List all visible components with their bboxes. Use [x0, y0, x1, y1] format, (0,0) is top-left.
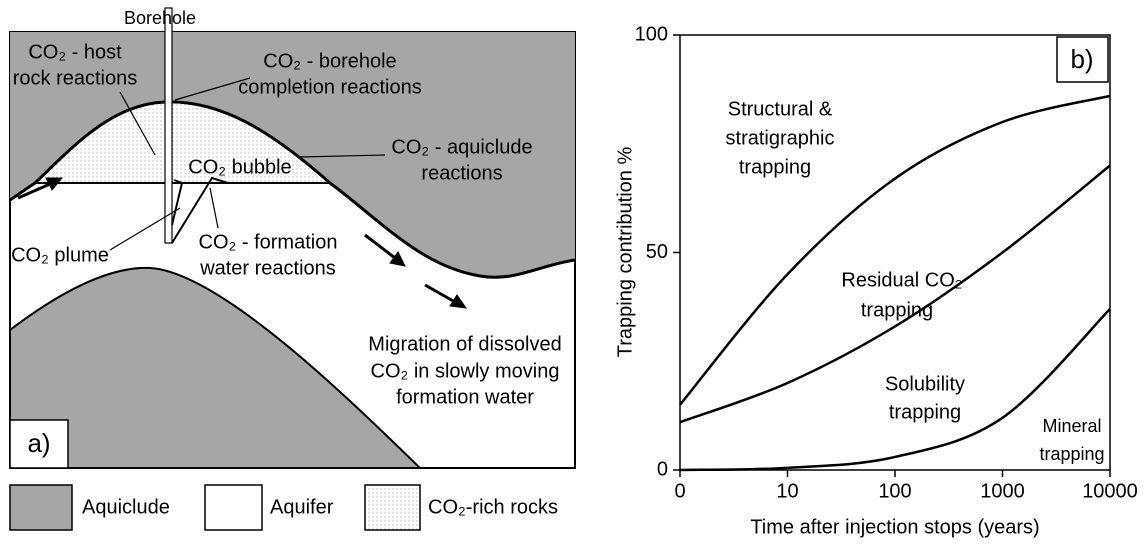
borehole-label: Borehole: [124, 8, 196, 28]
migration-label: Migration of dissolved: [368, 333, 561, 355]
migration-label: CO₂ in slowly moving: [371, 360, 560, 382]
plume-label: CO₂ plume: [11, 244, 109, 266]
lower-aquiclude: [9, 266, 423, 469]
flow-arrows: [17, 177, 468, 309]
co2-rich-rocks: [35, 101, 330, 183]
completion-label: completion reactions: [238, 76, 421, 98]
region-label: stratigraphic: [726, 127, 835, 149]
legend-swatch: [9, 484, 73, 531]
host-rock-label: rock reactions: [13, 67, 138, 89]
region-label: trapping: [739, 156, 811, 178]
borehole: [164, 7, 173, 244]
trapping-curve: [679, 308, 1111, 472]
region-label: Mineral: [1042, 416, 1101, 436]
x-tick-label: 10: [776, 480, 798, 502]
x-tick-label: 100: [878, 480, 911, 502]
y-tick-label: 0: [657, 458, 668, 480]
aquiclude-boundary: [9, 100, 576, 279]
trapping-curve: [679, 94, 1111, 406]
region-label: trapping: [889, 401, 961, 423]
legend-label: Aquiclude: [82, 496, 170, 518]
x-tick-label: 1000: [980, 480, 1025, 502]
formation-water-label: CO₂ - formation: [199, 231, 338, 253]
region-label: trapping: [1039, 444, 1104, 464]
x-axis-title: Time after injection stops (years): [750, 516, 1039, 538]
region-label: Residual CO₂: [841, 269, 962, 291]
leader-lines: [109, 77, 386, 251]
host-rock-label: CO₂ - host: [28, 41, 122, 63]
migration-label: formation water: [396, 386, 534, 408]
aquiclude-reactions-label: CO₂ - aquiclude: [391, 136, 532, 158]
bubble-label: CO₂ bubble: [188, 156, 291, 178]
panel-label-box: [1056, 36, 1109, 83]
upper-aquiclude: [10, 32, 575, 278]
legend-swatch: [204, 484, 263, 531]
legend-swatch: [364, 484, 421, 531]
formation-water-label: water reactions: [199, 257, 336, 279]
panel-label: a): [27, 428, 50, 458]
region-label: Structural &: [728, 98, 833, 120]
y-axis-title: Trapping contribution %: [614, 147, 636, 358]
legend-label: CO₂-rich rocks: [428, 496, 558, 518]
completion-label: CO₂ - borehole: [263, 50, 396, 72]
region-label: Solubility: [885, 373, 965, 395]
aquiclude-reactions-label: reactions: [421, 162, 502, 184]
region-label: trapping: [861, 299, 933, 321]
x-tick-label: 0: [674, 480, 685, 502]
panel-label: b): [1070, 44, 1093, 74]
y-tick-label: 100: [635, 23, 668, 45]
y-tick-label: 50: [646, 241, 668, 263]
trapping-curve: [679, 164, 1111, 424]
legend-label: Aquifer: [270, 496, 334, 518]
x-tick-label: 10000: [1082, 480, 1138, 502]
panel-label-box: [9, 419, 69, 469]
